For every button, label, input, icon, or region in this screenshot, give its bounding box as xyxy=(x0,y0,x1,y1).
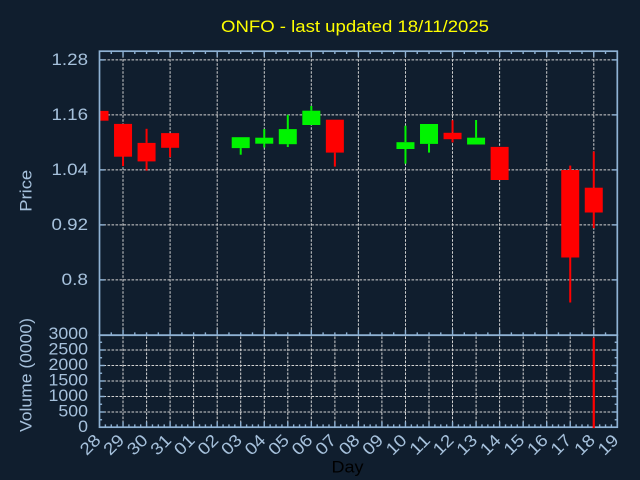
svg-text:0.8: 0.8 xyxy=(62,270,89,289)
svg-text:1.16: 1.16 xyxy=(52,105,89,124)
svg-text:3000: 3000 xyxy=(49,324,89,343)
svg-text:Price: Price xyxy=(16,170,35,212)
svg-text:1500: 1500 xyxy=(49,370,89,389)
svg-text:2000: 2000 xyxy=(49,355,89,374)
svg-text:500: 500 xyxy=(58,401,88,420)
svg-text:0: 0 xyxy=(78,417,88,436)
svg-text:1.28: 1.28 xyxy=(52,50,89,69)
svg-text:ONFO - last updated 18/11/2025: ONFO - last updated 18/11/2025 xyxy=(221,17,489,36)
svg-text:2500: 2500 xyxy=(49,339,89,358)
svg-text:1.04: 1.04 xyxy=(52,160,89,179)
svg-text:1000: 1000 xyxy=(49,386,89,405)
svg-text:0.92: 0.92 xyxy=(52,215,89,234)
svg-text:Volume (0000): Volume (0000) xyxy=(16,318,35,432)
svg-text:Day: Day xyxy=(332,457,365,476)
